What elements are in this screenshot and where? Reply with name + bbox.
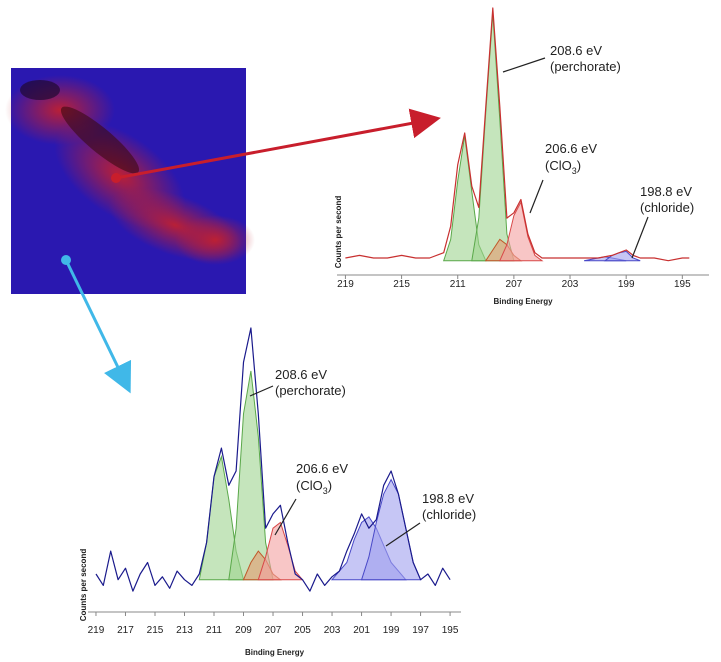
peak-component (471, 13, 515, 262)
y-axis-label: Counts per second (334, 196, 343, 269)
detail-end: ) (577, 158, 581, 173)
peak-component (228, 370, 274, 581)
x-tick-label: 209 (235, 625, 252, 636)
detail-subscript: 3 (323, 486, 328, 496)
x-tick-label: 211 (450, 279, 466, 290)
annotation-label: 198.8 eV (640, 184, 692, 199)
detail-end: ) (328, 478, 332, 493)
marker-dot (61, 255, 71, 265)
annotation-detail: (perchorate) (275, 383, 346, 398)
leader-line (529, 179, 544, 214)
leader-line (385, 522, 421, 547)
annotation-detail: (ClO3) (545, 158, 581, 176)
x-tick-label: 219 (337, 279, 354, 290)
x-tick-label: 195 (674, 279, 691, 290)
annotation-detail: (chloride) (422, 507, 476, 522)
x-tick-label: 205 (294, 625, 311, 636)
x-axis-label: Binding Energy (245, 648, 305, 657)
x-axis-label: Binding Energy (493, 297, 553, 306)
annotation-detail: (chloride) (640, 200, 694, 215)
chart: 219 217 215 213 211 209 207 205 203 201 199 197 195 B… (79, 327, 476, 657)
x-tick-label: 203 (324, 625, 341, 636)
x-tick-label: 201 (353, 625, 370, 636)
spectrum-line (95, 327, 451, 592)
leader-line (502, 57, 546, 73)
x-tick-label: 203 (562, 279, 579, 290)
annotation-label: 198.8 eV (422, 491, 474, 506)
x-tick-label: 211 (206, 625, 222, 636)
arrow (115, 108, 441, 180)
x-tick-label: 199 (618, 279, 635, 290)
x-tick-label: 195 (442, 625, 459, 636)
x-tick-label: 217 (117, 625, 134, 636)
annotation-label: 206.6 eV (296, 461, 348, 476)
detail-text: (ClO (296, 478, 323, 493)
leader-line (631, 216, 649, 259)
spectrum-line (345, 7, 690, 262)
x-tick-label: 213 (176, 625, 193, 636)
y-axis-label: Counts per second (79, 549, 88, 622)
leader-line (249, 385, 274, 397)
detail-subscript: 3 (572, 166, 577, 176)
annotation-label: 206.6 eV (545, 141, 597, 156)
annotation-detail: (perchorate) (550, 59, 621, 74)
x-tick-label: 199 (383, 625, 400, 636)
marker-dot (111, 173, 121, 183)
x-tick-label: 207 (506, 279, 523, 290)
annotation-label: 208.6 eV (550, 43, 602, 58)
detail-text: (ClO (545, 158, 572, 173)
micrograph (5, 68, 255, 294)
leader-line (274, 498, 297, 536)
x-tick-label: 219 (88, 625, 105, 636)
chart: 219 215 211 207 203 199 195 Binding Energy Count… (334, 7, 709, 306)
x-tick-label: 197 (412, 625, 429, 636)
annotation-detail: (ClO3) (296, 478, 332, 496)
x-tick-label: 207 (265, 625, 282, 636)
arrow (64, 259, 132, 394)
x-tick-label: 215 (393, 279, 410, 290)
x-tick-label: 215 (147, 625, 164, 636)
annotation-label: 208.6 eV (275, 367, 327, 382)
